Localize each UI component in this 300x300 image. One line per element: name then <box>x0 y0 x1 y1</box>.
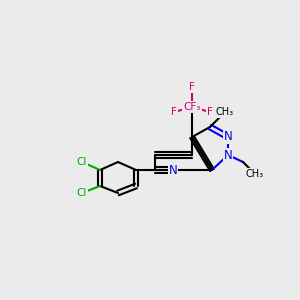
Text: CH₃: CH₃ <box>216 107 234 117</box>
Text: N: N <box>169 164 177 176</box>
Text: N: N <box>224 148 232 161</box>
Text: F: F <box>207 107 213 117</box>
Text: CF₃: CF₃ <box>183 102 201 112</box>
Text: CH₃: CH₃ <box>246 169 264 179</box>
Text: F: F <box>171 107 177 117</box>
Text: Cl: Cl <box>77 157 87 167</box>
Text: Cl: Cl <box>77 188 87 198</box>
Text: N: N <box>224 130 232 143</box>
Text: F: F <box>189 82 195 92</box>
